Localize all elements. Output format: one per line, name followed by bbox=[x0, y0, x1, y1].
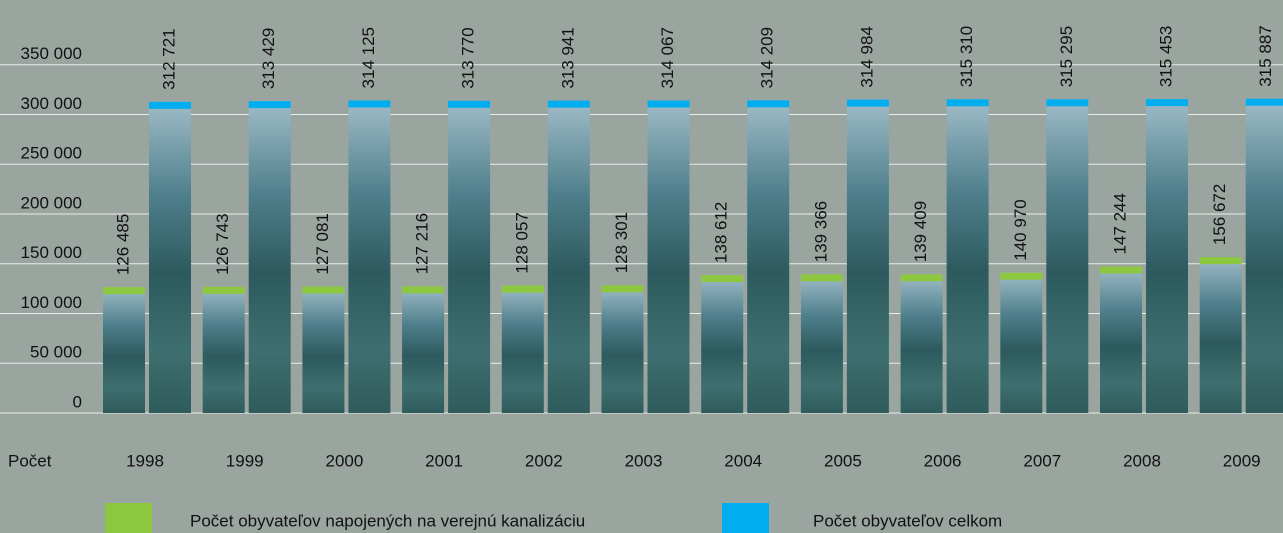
value-label: 315 310 bbox=[957, 26, 976, 87]
value-label: 126 485 bbox=[113, 214, 132, 275]
value-label: 126 743 bbox=[213, 213, 232, 274]
y-tick-label: 200 000 bbox=[21, 193, 82, 212]
bar bbox=[448, 100, 491, 413]
x-tick-label: 2007 bbox=[1023, 451, 1061, 470]
bar-cap bbox=[800, 274, 843, 282]
bar bbox=[601, 285, 644, 413]
x-tick-label: 2001 bbox=[425, 451, 463, 470]
bar bbox=[1199, 257, 1242, 413]
bar bbox=[302, 286, 345, 413]
bar bbox=[1245, 98, 1283, 413]
value-label: 314 984 bbox=[857, 26, 876, 87]
bar-cap bbox=[1146, 99, 1188, 107]
bar bbox=[547, 100, 590, 413]
x-axis-label: Počet bbox=[8, 451, 52, 470]
bar bbox=[846, 99, 889, 414]
bar-cap bbox=[149, 101, 191, 109]
legend-label: Počet obyvateľov napojených na verejnú k… bbox=[190, 511, 585, 530]
bar-cap bbox=[302, 286, 345, 294]
legend-swatch bbox=[722, 503, 769, 533]
bar bbox=[900, 274, 943, 413]
bar-cap bbox=[1000, 272, 1043, 280]
x-tick-label: 2000 bbox=[325, 451, 363, 470]
value-label: 313 941 bbox=[558, 27, 577, 88]
x-tick-label: 1998 bbox=[126, 451, 164, 470]
bar bbox=[348, 100, 391, 414]
bar bbox=[701, 275, 744, 413]
bar bbox=[149, 101, 191, 414]
x-tick-label: 2008 bbox=[1123, 451, 1161, 470]
bar bbox=[747, 100, 790, 413]
bar-cap bbox=[402, 286, 445, 294]
x-tick-label: 2004 bbox=[724, 451, 762, 470]
value-label: 127 081 bbox=[313, 213, 332, 274]
bar bbox=[1046, 99, 1089, 414]
x-tick-label: 2005 bbox=[824, 451, 862, 470]
bar bbox=[647, 100, 690, 414]
bar bbox=[946, 99, 989, 414]
x-tick-label: 1999 bbox=[226, 451, 264, 470]
y-tick-label: 50 000 bbox=[30, 343, 82, 362]
bar bbox=[202, 286, 245, 413]
value-label: 147 244 bbox=[1110, 193, 1129, 254]
y-tick-label: 0 bbox=[73, 392, 82, 411]
value-label: 138 612 bbox=[712, 202, 731, 263]
value-label: 139 409 bbox=[911, 201, 930, 262]
value-label: 315 453 bbox=[1156, 26, 1175, 87]
bar-cap bbox=[1100, 266, 1142, 274]
bar-cap bbox=[601, 285, 644, 293]
value-label: 312 721 bbox=[159, 28, 178, 89]
bar-cap bbox=[1199, 257, 1242, 265]
bar-cap bbox=[103, 287, 145, 295]
bar-cap bbox=[202, 286, 245, 294]
value-label: 313 429 bbox=[259, 28, 278, 89]
bar-cap bbox=[248, 101, 291, 109]
value-label: 139 366 bbox=[811, 201, 830, 262]
bar bbox=[402, 286, 445, 413]
value-label: 128 301 bbox=[612, 212, 631, 273]
y-tick-label: 150 000 bbox=[21, 243, 82, 262]
bar-cap bbox=[448, 100, 491, 108]
y-tick-label: 250 000 bbox=[21, 144, 82, 163]
value-label: 315 887 bbox=[1256, 25, 1275, 86]
bar-cap bbox=[846, 99, 889, 107]
bar bbox=[1146, 99, 1188, 413]
legend-label: Počet obyvateľov celkom bbox=[813, 511, 1002, 530]
bar-cap bbox=[348, 100, 391, 108]
value-label: 314 067 bbox=[658, 27, 677, 88]
y-tick-label: 100 000 bbox=[21, 293, 82, 312]
value-label: 313 770 bbox=[459, 27, 478, 88]
x-tick-label: 2002 bbox=[525, 451, 563, 470]
y-tick-label: 300 000 bbox=[21, 94, 82, 113]
bar-cap bbox=[747, 100, 790, 108]
bar bbox=[1100, 266, 1142, 413]
legend-swatch bbox=[105, 503, 152, 533]
x-tick-label: 2006 bbox=[924, 451, 962, 470]
value-label: 128 057 bbox=[512, 212, 531, 273]
bar bbox=[103, 287, 145, 413]
value-label: 140 970 bbox=[1011, 199, 1030, 260]
value-label: 127 216 bbox=[413, 213, 432, 274]
value-label: 156 672 bbox=[1210, 184, 1229, 245]
bar bbox=[248, 101, 291, 413]
x-tick-label: 2003 bbox=[625, 451, 663, 470]
y-tick-label: 350 000 bbox=[21, 44, 82, 63]
bar bbox=[1000, 272, 1043, 413]
bar-cap bbox=[701, 275, 744, 283]
value-label: 314 209 bbox=[758, 27, 777, 88]
bar-cap bbox=[1245, 98, 1283, 106]
bar-cap bbox=[1046, 99, 1089, 107]
bar-cap bbox=[900, 274, 943, 282]
bar-cap bbox=[501, 285, 544, 293]
bar bbox=[501, 285, 544, 413]
value-label: 314 125 bbox=[359, 27, 378, 88]
bar-cap bbox=[647, 100, 690, 108]
x-tick-label: 2009 bbox=[1223, 451, 1261, 470]
value-label: 315 295 bbox=[1057, 26, 1076, 87]
bar-cap bbox=[547, 100, 590, 108]
bar-cap bbox=[946, 99, 989, 107]
bar bbox=[800, 274, 843, 413]
